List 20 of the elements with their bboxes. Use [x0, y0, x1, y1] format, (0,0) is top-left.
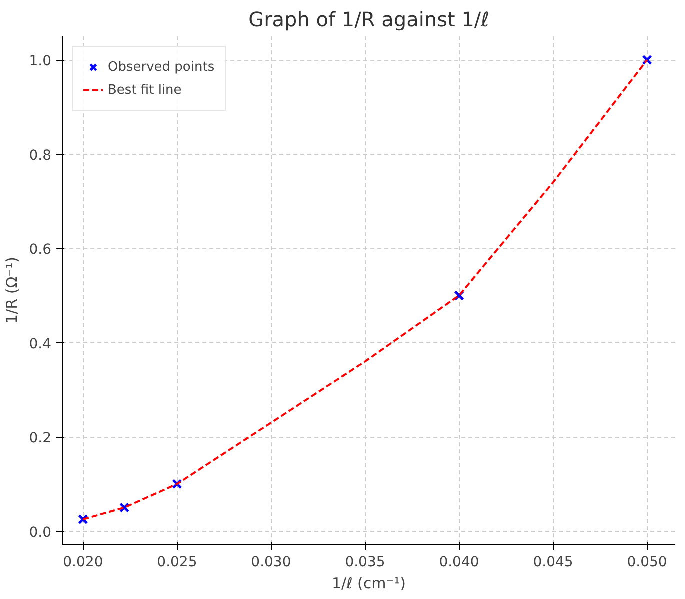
legend-label: Observed points	[108, 60, 215, 74]
y-tick-label: 0.0	[29, 524, 52, 541]
x-tick-label: 0.020	[63, 554, 104, 570]
point	[119, 502, 130, 513]
x-tick-label: 0.040	[439, 554, 480, 570]
x-tick-label: 0.025	[157, 554, 198, 570]
y-axis-title: 1/R (Ω⁻¹)	[3, 257, 22, 324]
x-axis-title: 1/ℓ (cm⁻¹)	[332, 574, 406, 592]
y-tick-label: 0.2	[29, 430, 52, 447]
line-series	[82, 59, 648, 521]
x-tick-label: 0.050	[627, 554, 668, 570]
chart-title: Graph of 1/R against 1/ℓ	[248, 8, 490, 32]
legend-label: Best fit line	[108, 82, 182, 98]
y-tick-label: 0.6	[29, 242, 52, 258]
x-tick-label: 0.030	[251, 554, 292, 570]
y-tick-label: 1.0	[29, 54, 52, 70]
x-tick-label: 0.045	[533, 554, 574, 570]
y-tick-label: 0.4	[29, 336, 52, 352]
x-tick-label: 0.035	[345, 554, 386, 570]
y-tick-label: 0.8	[29, 148, 52, 164]
